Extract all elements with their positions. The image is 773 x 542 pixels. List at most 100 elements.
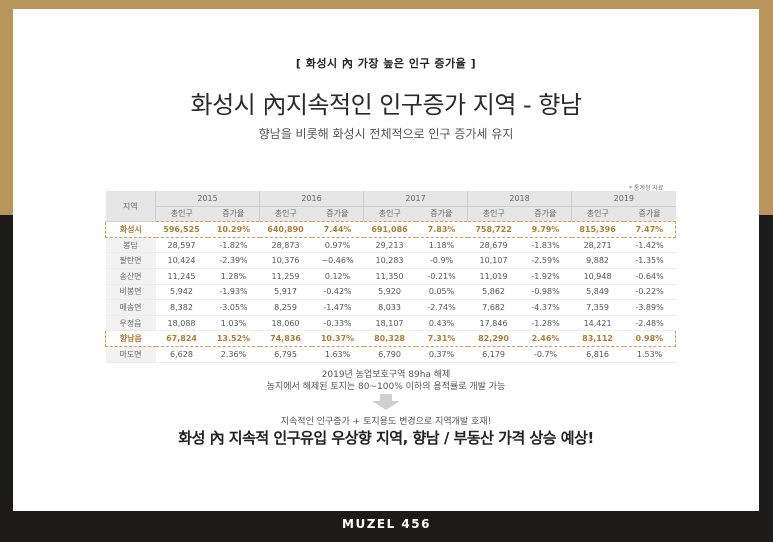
region-cell: 우정읍 xyxy=(105,315,156,332)
population-cell: 5,920 xyxy=(363,284,416,301)
region-cell: 봉담 xyxy=(105,237,156,254)
brand-logo: MUZEL 456 xyxy=(342,517,431,531)
population-cell: 691,086 xyxy=(363,221,416,238)
growth-rate-cell: -0.22% xyxy=(623,284,676,301)
population-cell: 82,290 xyxy=(467,330,520,347)
growth-rate-cell: 7.83% xyxy=(415,221,468,238)
growth-rate-header: 증가율 xyxy=(311,206,364,222)
growth-rate-cell: 0.43% xyxy=(415,315,468,332)
population-cell: 67,824 xyxy=(155,330,208,347)
population-cell: 5,942 xyxy=(155,284,208,301)
population-cell: 7,359 xyxy=(571,299,624,316)
region-cell: 송산면 xyxy=(105,268,156,285)
population-cell: 10,376 xyxy=(259,252,312,269)
growth-rate-cell: -1.92% xyxy=(519,268,572,285)
table-row: 팔탄면 10,424 -2.39% 10,376 −0.46% 10,283 -0.9% 10… xyxy=(105,252,676,269)
growth-rate-cell: 1.63% xyxy=(311,346,364,363)
growth-rate-cell: 0.37% xyxy=(415,346,468,363)
total-population-header: 총인구 xyxy=(155,206,208,222)
growth-rate-cell: -0.9% xyxy=(415,252,468,269)
population-cell: 6,790 xyxy=(363,346,416,363)
growth-rate-cell: 0.97% xyxy=(311,237,364,254)
year-header-row: 지역 2015 2016 2017 2018 2019 xyxy=(105,191,676,223)
year-header: 2017 xyxy=(363,191,468,207)
population-cell: 28,873 xyxy=(259,237,312,254)
population-cell: 29,213 xyxy=(363,237,416,254)
note-line-2: 농지에서 해제된 토지는 80~100% 이하의 용적률로 개발 가능 xyxy=(266,382,506,392)
growth-rate-header: 증가율 xyxy=(519,206,572,222)
growth-rate-cell: -2.74% xyxy=(415,299,468,316)
growth-rate-cell: -1.47% xyxy=(311,299,364,316)
year-header: 2015 xyxy=(154,191,260,207)
growth-rate-cell: -3.89% xyxy=(623,299,676,316)
table-body: 화성시 596,525 10.29% 640,890 7.44% 691,086 7.83%… xyxy=(105,221,677,363)
growth-rate-cell: 7.31% xyxy=(415,330,468,347)
section-tag: [ 화성시 內 가장 높은 인구 증가율 ] xyxy=(295,57,477,70)
growth-rate-cell: -2.39% xyxy=(207,252,260,269)
total-population-header: 총인구 xyxy=(571,206,624,222)
population-cell: 74,836 xyxy=(259,330,312,347)
population-cell: 10,107 xyxy=(467,252,520,269)
region-cell: 매송면 xyxy=(105,299,156,316)
growth-rate-cell: -0.64% xyxy=(623,268,676,285)
population-cell: 10,424 xyxy=(155,252,208,269)
region-cell: 향남읍 xyxy=(105,330,156,347)
population-cell: 5,862 xyxy=(467,284,520,301)
growth-rate-header: 증가율 xyxy=(415,206,468,222)
population-cell: 80,328 xyxy=(363,330,416,347)
note-line-1: 2019년 농업보호구역 89ha 해제 xyxy=(321,370,451,380)
growth-rate-cell: 1.53% xyxy=(623,346,676,363)
population-cell: 6,179 xyxy=(467,346,520,363)
growth-rate-cell: -0.98% xyxy=(519,284,572,301)
population-cell: 28,271 xyxy=(571,237,624,254)
region-cell: 화성시 xyxy=(105,221,156,238)
region-cell: 팔탄면 xyxy=(105,252,156,269)
growth-rate-cell: 13.52% xyxy=(207,330,260,347)
population-cell: 17,846 xyxy=(467,315,520,332)
growth-rate-cell: -1.83% xyxy=(519,237,572,254)
growth-rate-cell: -0.7% xyxy=(519,346,572,363)
note-line-3: 지속적인 인구증가 + 토지용도 변경으로 지역개발 호재! xyxy=(280,417,492,427)
population-cell: 640,890 xyxy=(259,221,312,238)
growth-rate-header: 증가율 xyxy=(207,206,260,222)
population-cell: 5,917 xyxy=(259,284,312,301)
growth-rate-cell: -2.48% xyxy=(623,315,676,332)
table-row: 우정읍 18,088 1.03% 18,060 -0.33% 18,107 0.43% 17,… xyxy=(105,315,676,332)
population-cell: 11,019 xyxy=(467,268,520,285)
population-cell: 5,849 xyxy=(571,284,624,301)
growth-rate-cell: -0.33% xyxy=(311,315,364,332)
population-cell: 596,525 xyxy=(155,221,208,238)
population-cell: 9,882 xyxy=(571,252,624,269)
growth-rate-cell: -1.28% xyxy=(519,315,572,332)
headline: 화성 內 지속적 인구유입 우상향 지역, 향남 / 부동산 가격 상승 예상! xyxy=(178,429,594,447)
population-cell: 28,597 xyxy=(155,237,208,254)
growth-rate-cell: -1.35% xyxy=(623,252,676,269)
table-row: 비봉면 5,942 -1.93% 5,917 -0.42% 5,920 0.05% 5,862… xyxy=(105,284,676,301)
table-header: 지역 2015 2016 2017 2018 2019 총인구 증가율 총인구 증가율 총인구 증… xyxy=(105,191,676,223)
growth-rate-cell: 2.46% xyxy=(519,330,572,347)
population-cell: 28,679 xyxy=(467,237,520,254)
population-cell: 8,033 xyxy=(363,299,416,316)
table-row: 봉담 28,597 -1.82% 28,873 0.97% 29,213 1.18% 28,6… xyxy=(105,237,676,254)
growth-rate-cell: -0.21% xyxy=(415,268,468,285)
growth-rate-cell: 7.47% xyxy=(623,221,677,238)
growth-rate-cell: 0.98% xyxy=(623,330,677,347)
growth-rate-cell: -1.93% xyxy=(207,284,260,301)
population-cell: 11,259 xyxy=(259,268,312,285)
page-title: 화성시 內지속적인 인구증가 지역 - 향남 xyxy=(190,91,582,119)
sub-header-row: 총인구 증가율 총인구 증가율 총인구 증가율 총인구 증가율 총인구 증가율 xyxy=(106,206,676,222)
population-table: 지역 2015 2016 2017 2018 2019 총인구 증가율 총인구 증가율 총인구 증… xyxy=(105,191,677,363)
growth-rate-cell: -0.42% xyxy=(311,284,364,301)
down-arrow-icon xyxy=(372,394,400,410)
growth-rate-cell: 9.79% xyxy=(519,221,572,238)
page-subtitle: 향남을 비롯해 화성시 전체적으로 인구 증가세 유지 xyxy=(258,127,514,141)
content-card: [ 화성시 內 가장 높은 인구 증가율 ] 화성시 內지속적인 인구증가 지역… xyxy=(13,9,759,511)
year-header: 2019 xyxy=(571,191,676,207)
population-cell: 18,107 xyxy=(363,315,416,332)
growth-rate-cell: 10.29% xyxy=(207,221,260,238)
growth-rate-cell: 1.18% xyxy=(415,237,468,254)
population-cell: 6,816 xyxy=(571,346,624,363)
population-cell: 83,112 xyxy=(571,330,624,347)
total-population-header: 총인구 xyxy=(467,206,520,222)
population-cell: 815,396 xyxy=(571,221,624,238)
